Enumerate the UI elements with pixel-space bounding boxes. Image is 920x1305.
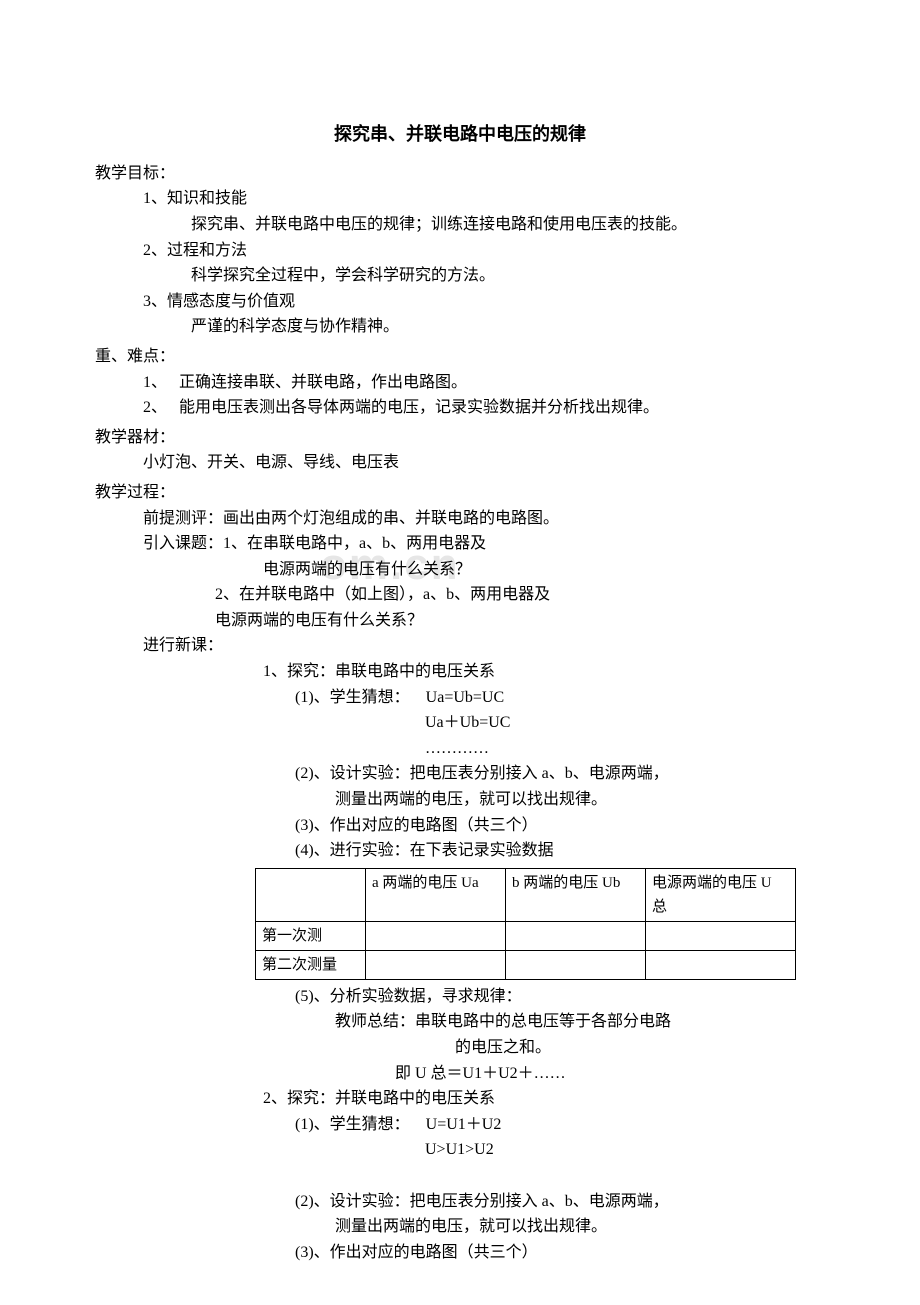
explore2-guess2: U>U1>U2 [95, 1137, 825, 1163]
explore1-guess1: Ua=Ub=UC [426, 689, 504, 706]
hard-point-2: 2、 能用电压表测出各导体两端的电压，记录实验数据并分析找出规律。 [95, 395, 825, 421]
intro-line1b: 电源两端的电压有什么关系？ [95, 557, 825, 583]
explore1-guess3: ………… [95, 736, 825, 762]
table-header-b: b 两端的电压 Ub [506, 868, 646, 921]
table-row: 第一次测 [256, 921, 796, 950]
explore1-guess2: Ua＋Ub=UC [95, 710, 825, 736]
explore2-design1: (2)、设计实验：把电压表分别接入 a、b、电源两端， [95, 1189, 825, 1215]
goal3-title: 3、情感态度与价值观 [95, 289, 825, 315]
table-row1-total [646, 921, 796, 950]
table-row1-b [506, 921, 646, 950]
explore1-analyze: (5)、分析实验数据，寻求规律： [95, 984, 825, 1010]
table-row1-a [366, 921, 506, 950]
page-title: 探究串、并联电路中电压的规律 [95, 120, 825, 149]
goal1-title: 1、知识和技能 [95, 186, 825, 212]
goals-heading: 教学目标： [95, 161, 825, 187]
new-lesson-heading: 进行新课： [95, 633, 825, 659]
intro-line2b: 电源两端的电压有什么关系？ [95, 608, 825, 634]
intro-line1: 引入课题：1、在串联电路中，a、b、两用电器及 [95, 531, 825, 557]
goal2-body: 科学探究全过程中，学会科学研究的方法。 [95, 263, 825, 289]
explore1-guess-row: (1)、学生猜想： Ua=Ub=UC [95, 685, 825, 711]
data-table: a 两端的电压 Ua b 两端的电压 Ub 电源两端的电压 U 总 第一次测 第… [255, 868, 796, 980]
explore1-teacher1: 教师总结：串联电路中的总电压等于各部分电路 [95, 1009, 825, 1035]
process-heading: 教学过程： [95, 480, 825, 506]
table-row2-b [506, 950, 646, 979]
table-row2-total [646, 950, 796, 979]
table-row2-label: 第二次测量 [256, 950, 366, 979]
table-header-blank [256, 868, 366, 921]
explore2-fig: (3)、作出对应的电路图（共三个） [95, 1240, 825, 1266]
explore1-heading: 1、探究：串联电路中的电压关系 [95, 659, 825, 685]
hard-point-1: 1、 正确连接串联、并联电路，作出电路图。 [95, 370, 825, 396]
goal1-body: 探究串、并联电路中电压的规律；训练连接电路和使用电压表的技能。 [95, 212, 825, 238]
explore1-do: (4)、进行实验：在下表记录实验数据 [95, 838, 825, 864]
table-header-total: 电源两端的电压 U 总 [646, 868, 796, 921]
pre-evaluation: 前提测评：画出由两个灯泡组成的串、并联电路的电路图。 [95, 506, 825, 532]
table-row1-label: 第一次测 [256, 921, 366, 950]
table-row2-a [366, 950, 506, 979]
explore1-guess-label: (1)、学生猜想： [295, 689, 410, 706]
explore1-design2: 测量出两端的电压，就可以找出规律。 [95, 787, 825, 813]
goal3-body: 严谨的科学态度与协作精神。 [95, 314, 825, 340]
intro-line2: 2、在并联电路中（如上图），a、b、两用电器及 [95, 582, 825, 608]
equipment-heading: 教学器材： [95, 425, 825, 451]
explore2-guess-label: (1)、学生猜想： [295, 1116, 410, 1133]
explore1-teacher2: 的电压之和。 [95, 1035, 825, 1061]
equipment-body: 小灯泡、开关、电源、导线、电压表 [95, 450, 825, 476]
explore2-design2: 测量出两端的电压，就可以找出规律。 [95, 1214, 825, 1240]
goal2-title: 2、过程和方法 [95, 238, 825, 264]
explore1-design1: (2)、设计实验：把电压表分别接入 a、b、电源两端， [95, 761, 825, 787]
explore2-heading: 2、探究：并联电路中的电压关系 [95, 1086, 825, 1112]
table-header-row: a 两端的电压 Ua b 两端的电压 Ub 电源两端的电压 U 总 [256, 868, 796, 921]
table-header-a: a 两端的电压 Ua [366, 868, 506, 921]
explore1-fig: (3)、作出对应的电路图（共三个） [95, 813, 825, 839]
explore2-guess-row: (1)、学生猜想： U=U1＋U2 [95, 1112, 825, 1138]
explore1-formula: 即 U 总＝U1＋U2＋…… [95, 1061, 825, 1087]
hard-heading: 重、难点： [95, 344, 825, 370]
explore2-guess1: U=U1＋U2 [426, 1116, 502, 1133]
table-row: 第二次测量 [256, 950, 796, 979]
document-body: 探究串、并联电路中电压的规律 教学目标： 1、知识和技能 探究串、并联电路中电压… [95, 120, 825, 1265]
